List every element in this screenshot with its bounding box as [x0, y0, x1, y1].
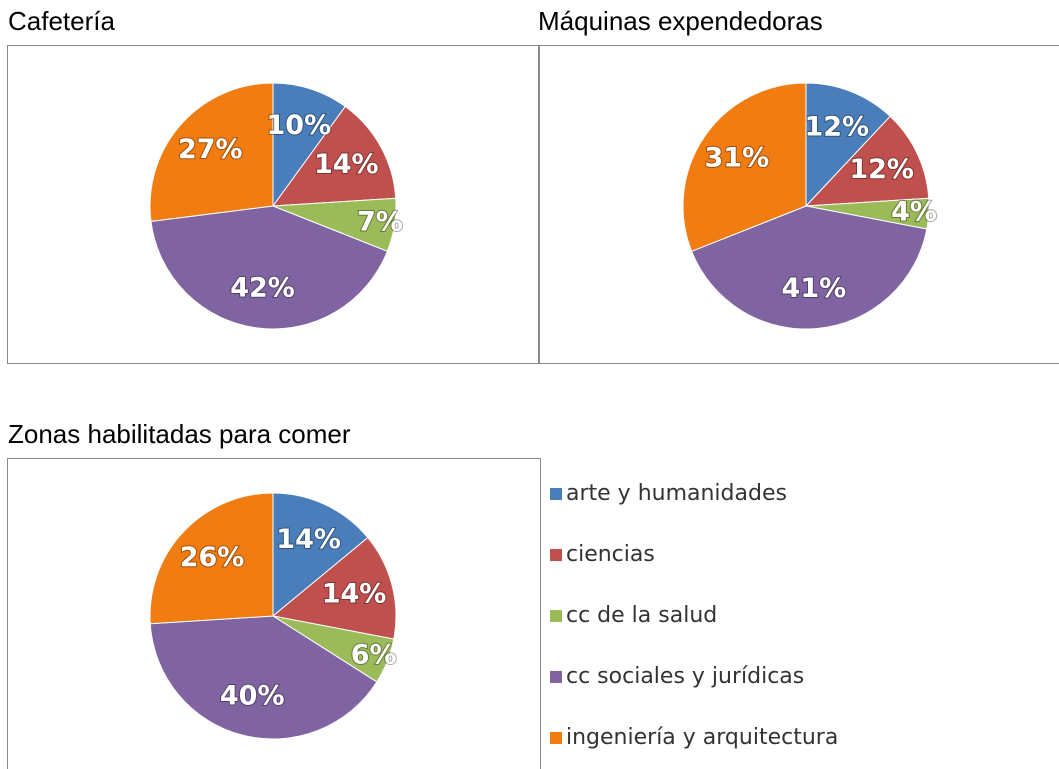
data-label: 12% — [804, 112, 869, 143]
legend-label: ciencias — [566, 542, 655, 567]
data-label: 4% — [891, 196, 937, 227]
pie-slice — [682, 82, 807, 252]
chart-frame — [7, 458, 541, 769]
data-label: 12% — [849, 154, 914, 185]
legend-label: cc de la salud — [566, 603, 717, 628]
pie-slice — [272, 492, 369, 618]
legend-swatch — [550, 549, 562, 561]
data-label: 14% — [276, 524, 341, 555]
legend-label: cc sociales y jurídicas — [566, 664, 804, 689]
data-label: 6% — [351, 639, 397, 670]
pie-slice — [149, 82, 274, 222]
pie-slice — [690, 205, 928, 330]
pie-slice — [150, 205, 389, 330]
chart-title: Cafetería — [8, 6, 115, 36]
data-label: 7% — [357, 206, 403, 237]
legend-label: arte y humanidades — [566, 481, 787, 506]
data-label: 27% — [178, 134, 243, 165]
chart-frame — [7, 45, 539, 364]
data-label: 31% — [705, 142, 770, 173]
data-label: 26% — [180, 542, 245, 573]
pie-slice — [804, 115, 930, 207]
pie-slice — [149, 615, 378, 740]
data-label: 14% — [314, 149, 379, 180]
legend-swatch — [550, 488, 562, 500]
chart-title: Zonas habilitadas para comer — [8, 419, 351, 449]
data-label: 14% — [322, 579, 387, 610]
chart-title: Máquinas expendedoras — [538, 6, 823, 36]
legend-label: ingeniería y arquitectura — [566, 725, 838, 750]
pie-slice — [271, 105, 397, 207]
data-label: 42% — [230, 272, 295, 303]
data-label: 41% — [782, 273, 847, 304]
data-label: 40% — [220, 681, 285, 712]
pie-slice — [805, 82, 891, 208]
data-label: 10% — [267, 110, 332, 141]
pie-slice — [272, 82, 346, 208]
legend-swatch — [550, 671, 562, 683]
pie-slice — [149, 492, 274, 625]
chart-frame — [539, 45, 1059, 364]
legend-swatch — [550, 610, 562, 622]
legend-swatch — [550, 732, 562, 744]
pie-slice — [271, 536, 397, 640]
